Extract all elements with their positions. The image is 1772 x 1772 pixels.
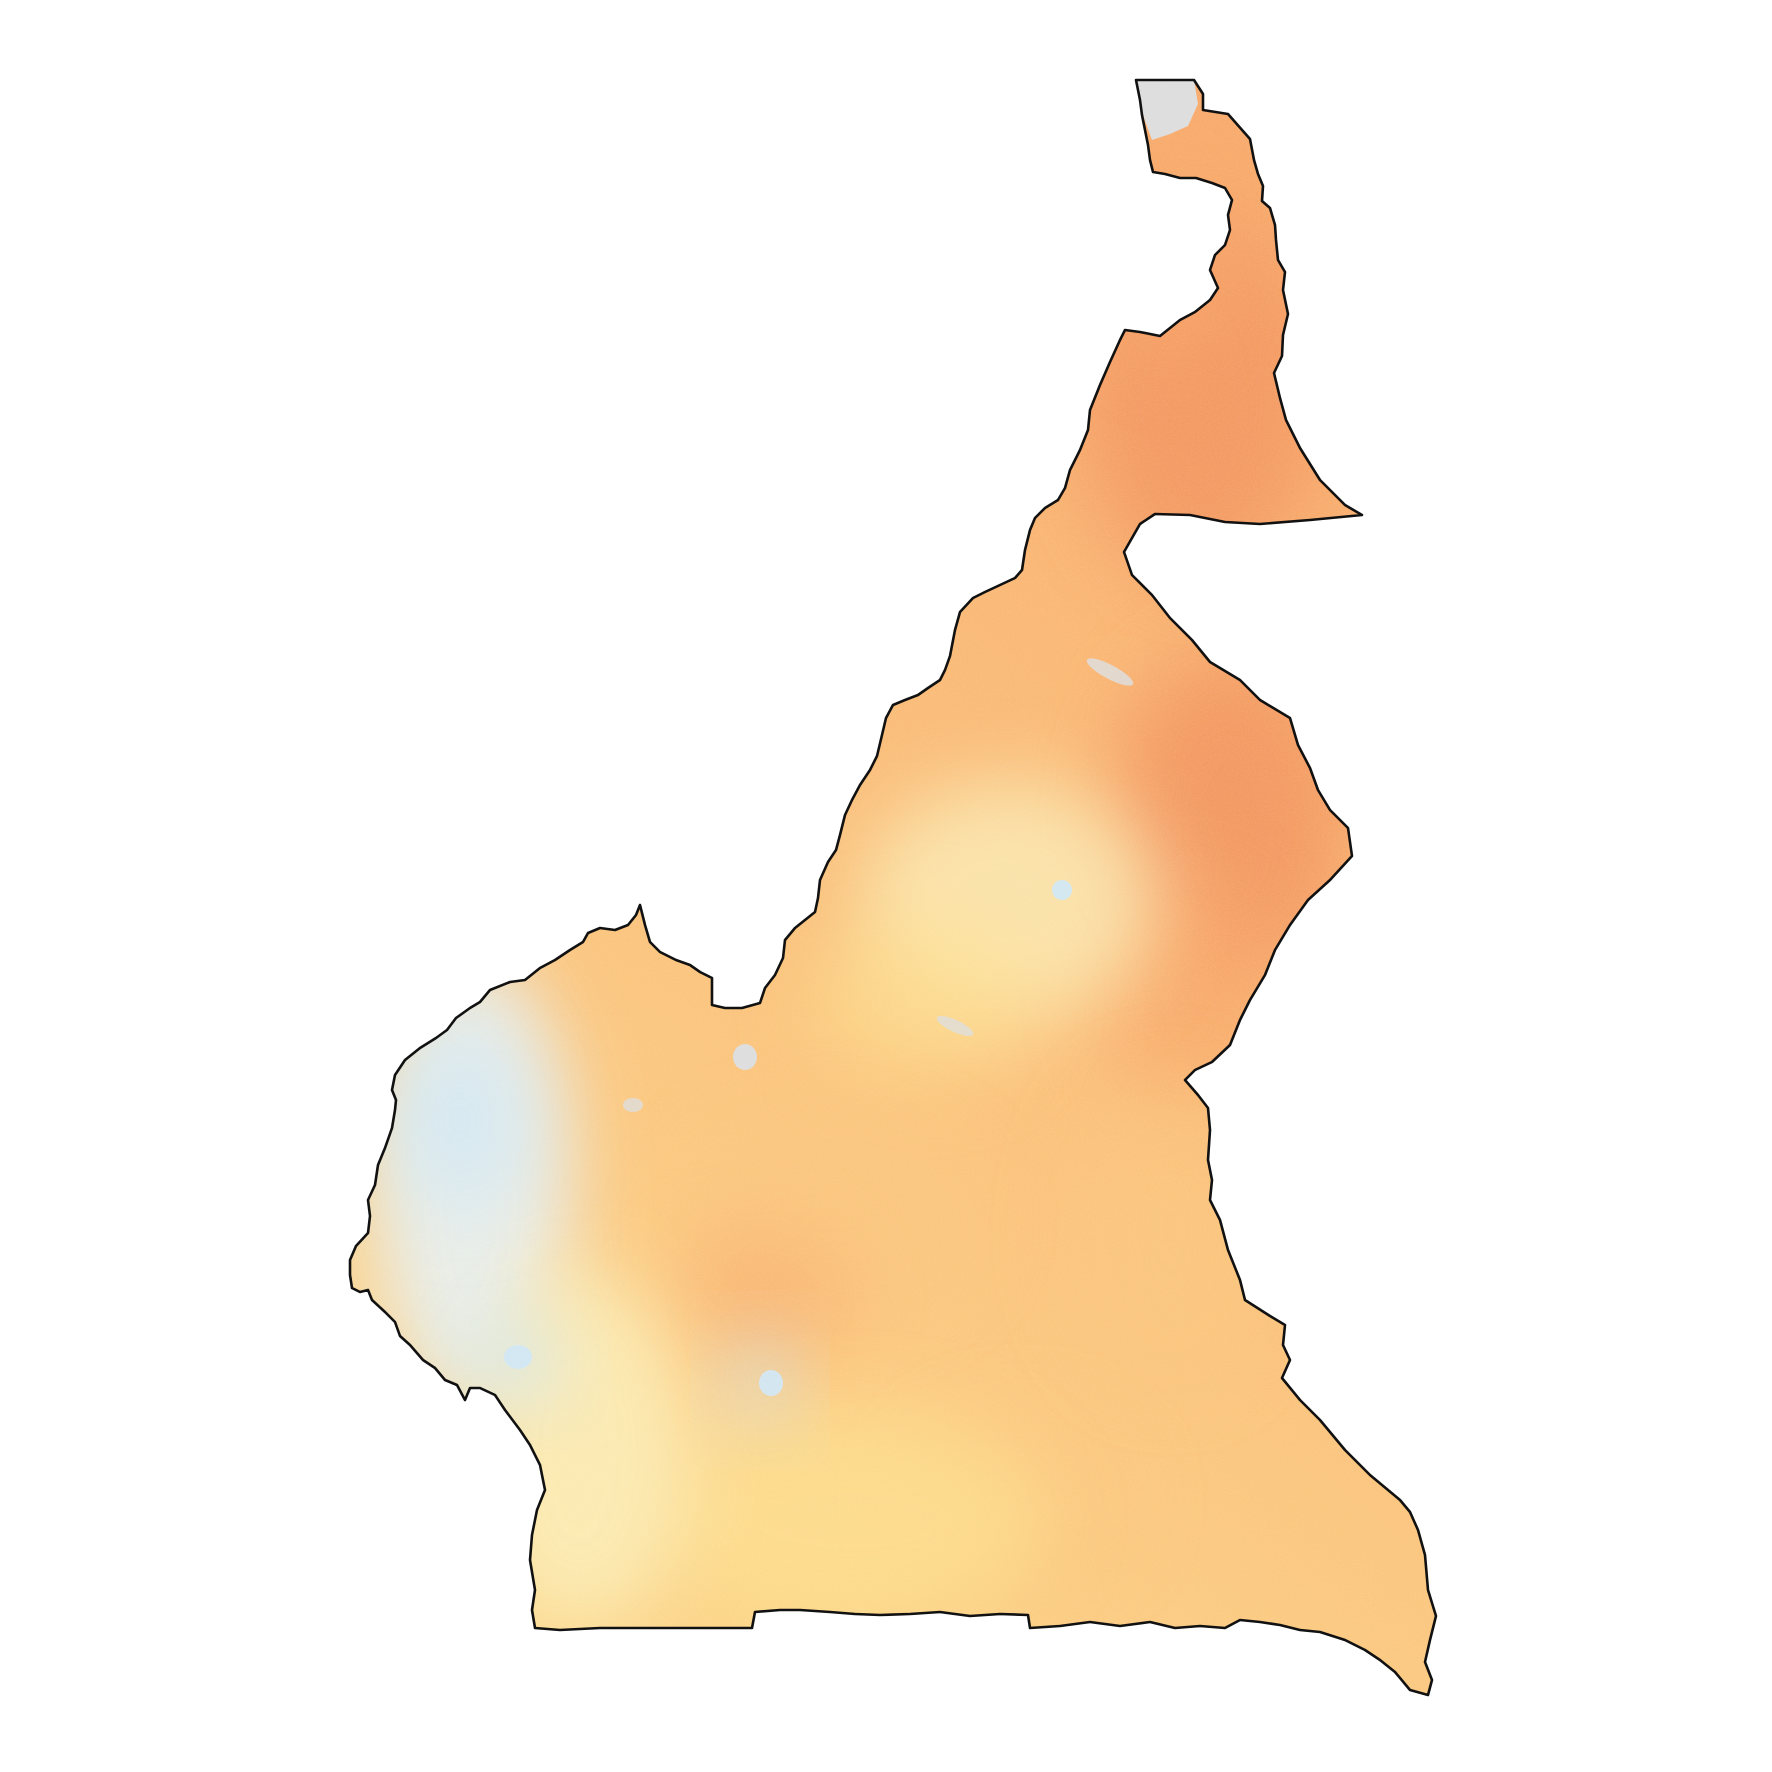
choropleth-map (348, 78, 1438, 1697)
texture-grain (350, 80, 1436, 1695)
